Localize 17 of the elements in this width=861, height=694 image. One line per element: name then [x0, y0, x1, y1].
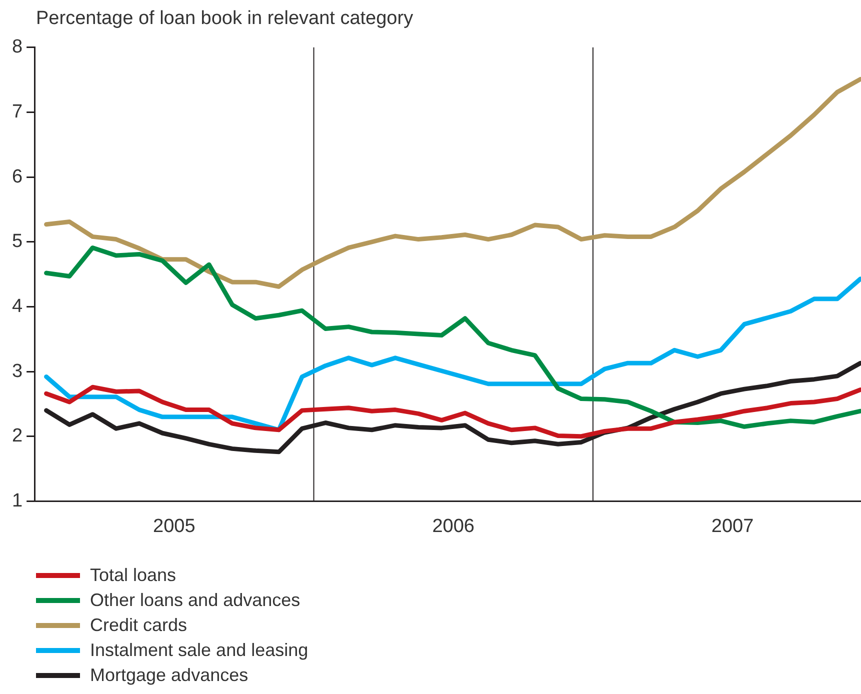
x-tick-label: 2005 [153, 516, 196, 537]
y-tick-label: 6 [12, 166, 23, 188]
legend-label: Instalment sale and leasing [90, 639, 308, 662]
y-tick-label: 2 [12, 426, 23, 447]
y-tick-label: 4 [12, 296, 23, 317]
x-tick-label: 2006 [432, 516, 475, 537]
x-tick-label: 2007 [711, 516, 754, 537]
y-tick-label: 1 [12, 490, 23, 512]
y-tick-label: 7 [12, 101, 23, 122]
y-axis-title: Percentage of loan book in relevant category [36, 8, 414, 30]
legend-label: Mortgage advances [90, 664, 248, 687]
y-tick-label: 8 [12, 36, 23, 58]
legend-label: Credit cards [90, 614, 188, 637]
legend-label: Total loans [90, 564, 176, 587]
legend-label: Other loans and advances [90, 589, 300, 612]
y-tick-label: 3 [12, 360, 23, 382]
y-tick-label: 5 [12, 231, 23, 252]
